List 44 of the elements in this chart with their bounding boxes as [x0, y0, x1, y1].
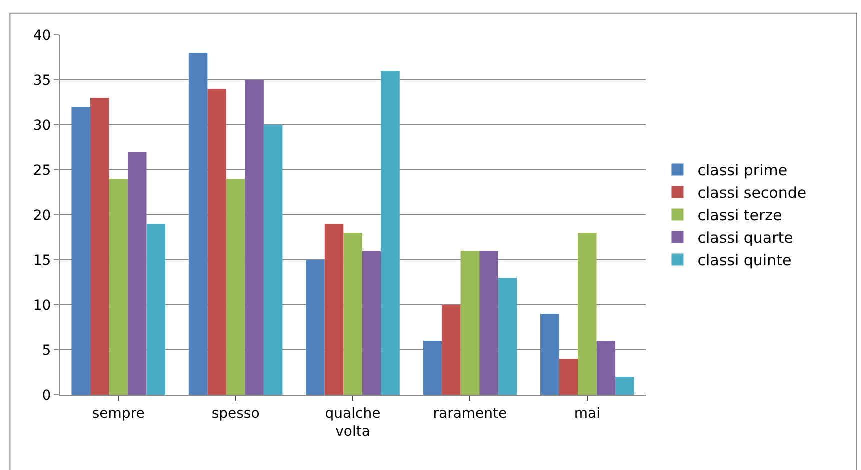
- legend-label: classi terze: [698, 206, 782, 225]
- y-tick-label: 25: [33, 162, 52, 179]
- bar: [578, 233, 597, 395]
- y-tick-label: 10: [33, 298, 52, 314]
- bar: [306, 260, 325, 395]
- bar: [188, 53, 208, 395]
- legend-label: classi seconde: [698, 184, 807, 202]
- bar: [264, 125, 283, 395]
- x-tick-label: mai: [574, 406, 600, 422]
- y-tick-label: 5: [42, 342, 52, 359]
- bar: [460, 251, 480, 395]
- bar: [128, 152, 147, 395]
- bar: [90, 98, 110, 395]
- bar: [324, 224, 344, 395]
- bar: [381, 71, 400, 395]
- bar: [72, 107, 90, 395]
- x-tick-label: spesso: [212, 406, 260, 422]
- y-tick-label: 15: [33, 252, 52, 269]
- bar: [540, 314, 560, 395]
- legend-label: classi prime: [698, 162, 788, 180]
- x-tick-label: qualche volta: [325, 406, 381, 440]
- legend-label: classi quarte: [698, 229, 794, 248]
- bar: [596, 341, 616, 395]
- bar: [616, 377, 634, 395]
- bar: [442, 305, 461, 395]
- x-tick-label: raramente: [433, 406, 508, 422]
- bar: [498, 278, 518, 395]
- y-tick-label: 30: [33, 118, 52, 134]
- bar: [226, 179, 246, 395]
- bar: [245, 80, 264, 395]
- bar: [362, 251, 382, 395]
- y-tick-label: 40: [33, 28, 52, 44]
- bar: [109, 179, 128, 395]
- bar: [344, 233, 362, 395]
- y-tick-label: 0: [42, 388, 52, 404]
- x-tick-label: sempre: [92, 406, 145, 422]
- bar: [208, 89, 226, 395]
- legend-label: classi quinte: [698, 252, 792, 270]
- y-tick-label: 20: [33, 208, 52, 224]
- bar: [146, 224, 166, 395]
- bar: [559, 359, 578, 395]
- y-tick-label: 35: [33, 72, 52, 89]
- bar: [423, 341, 442, 395]
- bar: [480, 251, 498, 395]
